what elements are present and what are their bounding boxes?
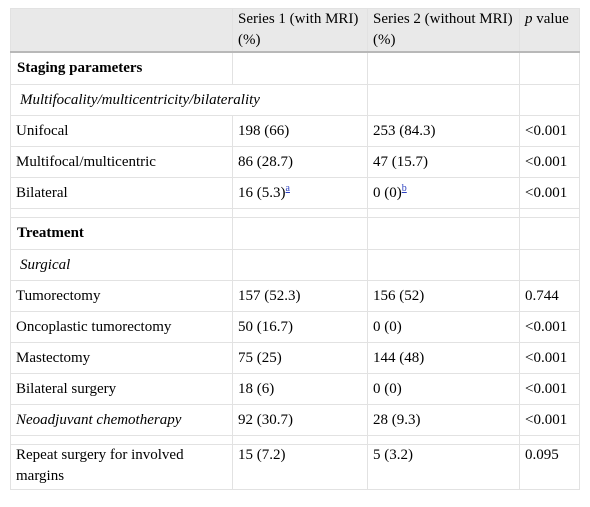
- table-row: Multifocal/multicentric 86 (28.7) 47 (15…: [10, 146, 580, 178]
- cell-series1: 50 (16.7): [232, 311, 368, 343]
- cell-pvalue: <0.001: [519, 146, 580, 178]
- cell-series1: 16 (5.3)a: [232, 177, 368, 209]
- subsection-title-surgical: Surgical: [10, 249, 233, 281]
- footnote-link-a[interactable]: a: [285, 182, 290, 194]
- cell-pvalue: <0.001: [519, 342, 580, 374]
- cell-pvalue: <0.001: [519, 373, 580, 405]
- cell-series1: 92 (30.7): [232, 404, 368, 436]
- spacer-row: [10, 435, 580, 445]
- footnote-link-b[interactable]: b: [401, 182, 407, 194]
- row-label: Mastectomy: [10, 342, 233, 374]
- header-col-series2: Series 2 (without MRI) (%): [367, 8, 520, 53]
- cell-series2: 156 (52): [367, 280, 520, 312]
- table-row: Tumorectomy 157 (52.3) 156 (52) 0.744: [10, 280, 580, 312]
- row-label: Repeat surgery for involved margins: [10, 444, 233, 490]
- row-label: Bilateral surgery: [10, 373, 233, 405]
- cell-series1: 15 (7.2): [232, 444, 368, 490]
- section-title-treatment: Treatment: [10, 217, 233, 250]
- subsection-title-multifocality: Multifocality/multicentricity/bilaterali…: [10, 84, 368, 116]
- cell-pvalue: <0.001: [519, 115, 580, 147]
- cell-series2: 0 (0): [367, 373, 520, 405]
- spacer-row: [10, 208, 580, 218]
- table-row: Bilateral surgery 18 (6) 0 (0) <0.001: [10, 373, 580, 405]
- header-p-symbol: p: [525, 11, 533, 27]
- table-row: Neoadjuvant chemotherapy 92 (30.7) 28 (9…: [10, 404, 580, 436]
- section-row-staging: Staging parameters: [10, 51, 580, 85]
- table-row: Mastectomy 75 (25) 144 (48) <0.001: [10, 342, 580, 374]
- header-col-pvalue: p value: [519, 8, 580, 53]
- header-p-rest: value: [532, 11, 569, 27]
- subsection-row-surgical: Surgical: [10, 249, 580, 281]
- cell-series1-value: 16 (5.3): [238, 184, 286, 201]
- table-row: Unifocal 198 (66) 253 (84.3) <0.001: [10, 115, 580, 147]
- cell-series2: 0 (0)b: [367, 177, 520, 209]
- section-row-treatment: Treatment: [10, 217, 580, 250]
- cell-pvalue: <0.001: [519, 177, 580, 209]
- row-label: Oncoplastic tumorectomy: [10, 311, 233, 343]
- cell-series1: 18 (6): [232, 373, 368, 405]
- cell-series2: 144 (48): [367, 342, 520, 374]
- cell-pvalue: <0.001: [519, 311, 580, 343]
- cell-pvalue: 0.744: [519, 280, 580, 312]
- row-label: Unifocal: [10, 115, 233, 147]
- section-title-staging: Staging parameters: [10, 51, 233, 85]
- cell-series2: 5 (3.2): [367, 444, 520, 490]
- table-row: Repeat surgery for involved margins 15 (…: [10, 444, 580, 490]
- table-row: Oncoplastic tumorectomy 50 (16.7) 0 (0) …: [10, 311, 580, 343]
- header-row: Series 1 (with MRI) (%) Series 2 (withou…: [10, 8, 580, 53]
- row-label: Multifocal/multicentric: [10, 146, 233, 178]
- cell-series1: 86 (28.7): [232, 146, 368, 178]
- cell-series1: 198 (66): [232, 115, 368, 147]
- results-table: Series 1 (with MRI) (%) Series 2 (withou…: [10, 8, 580, 490]
- row-label: Bilateral: [10, 177, 233, 209]
- table-row: Bilateral 16 (5.3)a 0 (0)b <0.001: [10, 177, 580, 209]
- cell-series2: 47 (15.7): [367, 146, 520, 178]
- header-col-parameter: [10, 8, 233, 53]
- cell-series1: 75 (25): [232, 342, 368, 374]
- cell-series2-value: 0 (0): [373, 184, 402, 201]
- cell-series2: 0 (0): [367, 311, 520, 343]
- row-label: Tumorectomy: [10, 280, 233, 312]
- header-col-series1: Series 1 (with MRI) (%): [232, 8, 368, 53]
- cell-series1: 157 (52.3): [232, 280, 368, 312]
- cell-pvalue: <0.001: [519, 404, 580, 436]
- cell-series2: 28 (9.3): [367, 404, 520, 436]
- subsection-row-multifocality: Multifocality/multicentricity/bilaterali…: [10, 84, 580, 116]
- row-label: Neoadjuvant chemotherapy: [10, 404, 233, 436]
- cell-series2: 253 (84.3): [367, 115, 520, 147]
- cell-pvalue: 0.095: [519, 444, 580, 490]
